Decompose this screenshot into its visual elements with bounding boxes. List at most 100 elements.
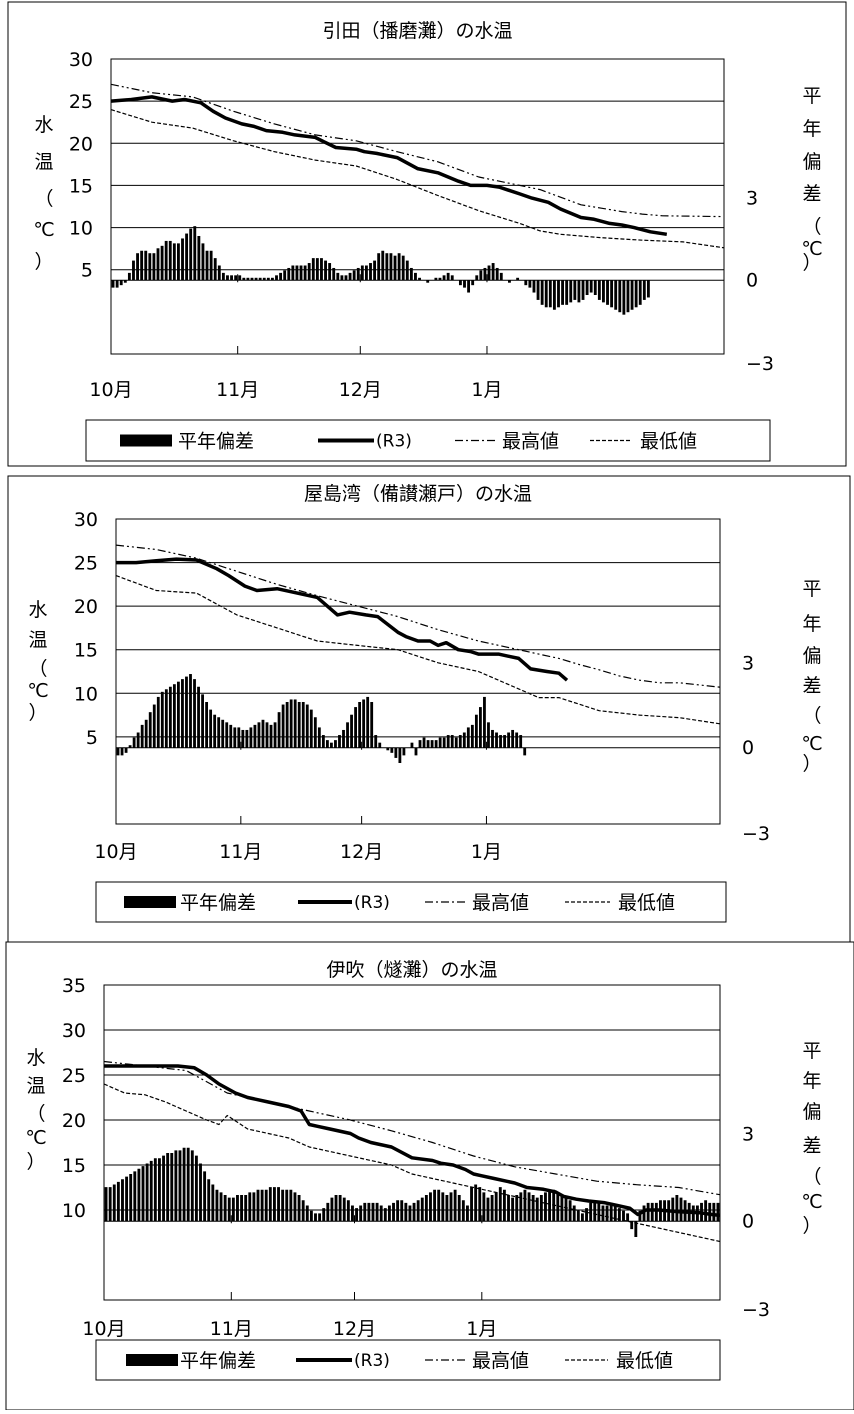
y2-axis-label-char: 差 (802, 183, 821, 205)
y2-axis-label-char: 平 (802, 1040, 821, 1062)
anomaly-bar (409, 267, 413, 281)
legend-min-label: 最低値 (640, 431, 697, 453)
anomaly-bar (194, 1155, 198, 1222)
anomaly-bar (313, 717, 317, 748)
anomaly-bar (153, 1158, 157, 1222)
anomaly-bar (322, 1208, 326, 1222)
anomaly-bar (552, 280, 556, 310)
anomaly-bar (364, 265, 368, 281)
anomaly-bar (508, 280, 511, 283)
anomaly-bar (617, 1208, 621, 1222)
legend-box (85, 419, 771, 462)
y2-tick-label: 3 (742, 1124, 754, 1146)
anomaly-bar (244, 1195, 248, 1222)
anomaly-bar (463, 280, 466, 288)
anomaly-bar (315, 258, 319, 281)
anomaly-bar (205, 250, 209, 281)
anomaly-bar (610, 280, 614, 308)
anomaly-bar (487, 722, 490, 748)
x-tick-label: 10月 (94, 841, 137, 863)
anomaly-bar (112, 1184, 116, 1222)
anomaly-bar (254, 277, 258, 281)
anomaly-bar (441, 1192, 445, 1222)
anomaly-bar (589, 280, 593, 293)
anomaly-bar (626, 1213, 630, 1222)
anomaly-bar (265, 722, 269, 748)
anomaly-bar (449, 1192, 453, 1222)
anomaly-bar (137, 1168, 141, 1222)
anomaly-bar (245, 729, 249, 748)
anomaly-bar (132, 260, 135, 281)
anomaly-bar (377, 253, 381, 281)
y2-tick-label: −3 (742, 1299, 770, 1321)
anomaly-bar (516, 277, 520, 281)
anomaly-bar (434, 277, 438, 281)
anomaly-bar (201, 694, 204, 748)
legend-anomaly-swatch (124, 896, 176, 908)
anomaly-bar (577, 280, 581, 303)
anomaly-bar (338, 1195, 342, 1222)
anomaly-bar (299, 265, 303, 281)
anomaly-bar (422, 737, 426, 748)
anomaly-bar (375, 1202, 379, 1222)
anomaly-bar (136, 732, 140, 748)
anomaly-bar (561, 280, 565, 305)
anomaly-bar (185, 676, 188, 748)
anomaly-bar (140, 250, 144, 281)
anomaly-bar (249, 727, 253, 748)
y-tick-label: 10 (74, 683, 98, 705)
anomaly-bar (277, 712, 281, 748)
anomaly-bar (234, 275, 238, 281)
x-tick-label: 1月 (471, 379, 502, 401)
anomaly-bar (136, 253, 139, 281)
anomaly-bar (379, 1205, 383, 1222)
anomaly-bar (708, 1202, 712, 1222)
y-tick-label: 25 (69, 91, 93, 113)
anomaly-bar (186, 1147, 190, 1222)
anomaly-bar (209, 709, 213, 748)
anomaly-bar (285, 1189, 289, 1222)
y2-axis-label-char: 平 (802, 578, 821, 600)
y-tick-label: 15 (74, 640, 98, 662)
anomaly-bar (115, 280, 119, 288)
legend-anomaly-label: 平年偏差 (180, 1350, 256, 1372)
anomaly-bar (442, 275, 446, 281)
anomaly-bar (398, 747, 402, 763)
series-min-line (110, 109, 725, 249)
anomaly-bar (362, 699, 366, 748)
anomaly-bar (160, 691, 164, 748)
anomaly-bar (414, 747, 418, 756)
anomaly-bar (207, 1179, 211, 1222)
legend-anomaly-label: 平年偏差 (178, 431, 254, 453)
anomaly-bar (580, 1213, 584, 1222)
series-min-line (115, 575, 721, 725)
anomaly-bar (261, 719, 265, 748)
anomaly-bar (279, 272, 283, 281)
anomaly-bar (418, 277, 421, 281)
anomaly-bar (277, 1187, 280, 1222)
anomaly-bar (712, 1202, 716, 1222)
anomaly-bar (515, 1195, 519, 1222)
anomaly-bar (168, 240, 172, 281)
anomaly-bar (397, 253, 401, 281)
x-tick-label: 12月 (340, 841, 383, 863)
anomaly-bar (164, 240, 168, 281)
y-axis-label-char: 温 (26, 1075, 45, 1097)
anomaly-bar (491, 729, 494, 748)
y-tick-label: 25 (62, 1065, 86, 1087)
anomaly-bar (519, 1192, 523, 1222)
anomaly-bar (597, 280, 601, 300)
anomaly-bar (536, 280, 540, 300)
y2-axis-label-char: （ (802, 216, 821, 238)
plot-area (110, 58, 725, 355)
anomaly-bar (324, 260, 327, 281)
anomaly-bar (634, 280, 638, 308)
anomaly-bar (144, 719, 148, 748)
anomaly-bar (630, 280, 634, 310)
x-tick-label: 10月 (89, 379, 132, 401)
anomaly-bar (181, 679, 184, 748)
anomaly-bar (373, 260, 377, 281)
anomaly-bar (125, 1176, 129, 1222)
y2-axis-label-char: ℃ (801, 1191, 822, 1213)
